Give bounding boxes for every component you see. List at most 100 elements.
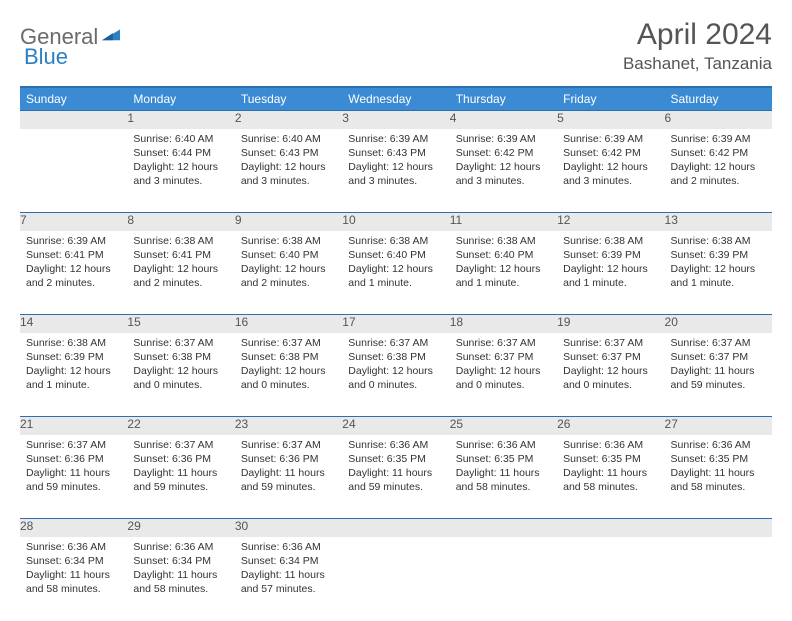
day-details: Sunrise: 6:38 AMSunset: 6:40 PMDaylight:…: [342, 231, 449, 297]
day-data-cell: Sunrise: 6:38 AMSunset: 6:40 PMDaylight:…: [342, 231, 449, 315]
sunset-text: Sunset: 6:34 PM: [26, 554, 121, 568]
daylight-text: Daylight: 12 hours and 3 minutes.: [348, 160, 443, 188]
weekday-header: Monday: [127, 87, 234, 111]
day-data-cell: Sunrise: 6:38 AMSunset: 6:39 PMDaylight:…: [557, 231, 664, 315]
day-number-row: 78910111213: [20, 213, 772, 231]
day-number-cell: 22: [127, 417, 234, 435]
day-details: Sunrise: 6:37 AMSunset: 6:37 PMDaylight:…: [665, 333, 772, 399]
day-details: Sunrise: 6:38 AMSunset: 6:41 PMDaylight:…: [127, 231, 234, 297]
sunset-text: Sunset: 6:36 PM: [26, 452, 121, 466]
day-data-cell: Sunrise: 6:36 AMSunset: 6:35 PMDaylight:…: [450, 435, 557, 519]
day-number-cell: 3: [342, 111, 449, 129]
day-data-cell: Sunrise: 6:38 AMSunset: 6:40 PMDaylight:…: [235, 231, 342, 315]
daylight-text: Daylight: 12 hours and 3 minutes.: [133, 160, 228, 188]
sunset-text: Sunset: 6:39 PM: [563, 248, 658, 262]
sunrise-text: Sunrise: 6:38 AM: [671, 234, 766, 248]
day-details: Sunrise: 6:36 AMSunset: 6:35 PMDaylight:…: [557, 435, 664, 501]
day-data-cell: Sunrise: 6:39 AMSunset: 6:41 PMDaylight:…: [20, 231, 127, 315]
day-number-cell: 20: [665, 315, 772, 333]
sunrise-text: Sunrise: 6:38 AM: [133, 234, 228, 248]
calendar-table: Sunday Monday Tuesday Wednesday Thursday…: [20, 86, 772, 621]
day-data-cell: Sunrise: 6:37 AMSunset: 6:38 PMDaylight:…: [342, 333, 449, 417]
daylight-text: Daylight: 12 hours and 1 minute.: [671, 262, 766, 290]
day-details: Sunrise: 6:36 AMSunset: 6:34 PMDaylight:…: [20, 537, 127, 603]
daylight-text: Daylight: 11 hours and 58 minutes.: [26, 568, 121, 596]
day-number-cell: 6: [665, 111, 772, 129]
daylight-text: Daylight: 11 hours and 59 minutes.: [348, 466, 443, 494]
sunset-text: Sunset: 6:37 PM: [563, 350, 658, 364]
day-number-cell: 15: [127, 315, 234, 333]
sunrise-text: Sunrise: 6:37 AM: [133, 438, 228, 452]
day-data-cell: [450, 537, 557, 621]
sunrise-text: Sunrise: 6:38 AM: [563, 234, 658, 248]
daylight-text: Daylight: 11 hours and 58 minutes.: [456, 466, 551, 494]
day-data-cell: Sunrise: 6:37 AMSunset: 6:38 PMDaylight:…: [127, 333, 234, 417]
day-data-cell: Sunrise: 6:37 AMSunset: 6:36 PMDaylight:…: [235, 435, 342, 519]
daylight-text: Daylight: 11 hours and 59 minutes.: [26, 466, 121, 494]
day-data-row: Sunrise: 6:40 AMSunset: 6:44 PMDaylight:…: [20, 129, 772, 213]
daylight-text: Daylight: 12 hours and 2 minutes.: [26, 262, 121, 290]
sunset-text: Sunset: 6:35 PM: [671, 452, 766, 466]
daylight-text: Daylight: 12 hours and 3 minutes.: [241, 160, 336, 188]
sunset-text: Sunset: 6:37 PM: [671, 350, 766, 364]
sunset-text: Sunset: 6:43 PM: [241, 146, 336, 160]
sunset-text: Sunset: 6:37 PM: [456, 350, 551, 364]
daylight-text: Daylight: 11 hours and 57 minutes.: [241, 568, 336, 596]
day-details: Sunrise: 6:38 AMSunset: 6:39 PMDaylight:…: [557, 231, 664, 297]
day-data-cell: Sunrise: 6:40 AMSunset: 6:44 PMDaylight:…: [127, 129, 234, 213]
sunrise-text: Sunrise: 6:37 AM: [456, 336, 551, 350]
day-details: Sunrise: 6:37 AMSunset: 6:38 PMDaylight:…: [342, 333, 449, 399]
sunset-text: Sunset: 6:42 PM: [671, 146, 766, 160]
daylight-text: Daylight: 11 hours and 58 minutes.: [133, 568, 228, 596]
day-number-cell: 23: [235, 417, 342, 435]
title-block: April 2024 Bashanet, Tanzania: [623, 18, 772, 74]
day-number-cell: 12: [557, 213, 664, 231]
day-details: Sunrise: 6:37 AMSunset: 6:36 PMDaylight:…: [235, 435, 342, 501]
day-data-cell: Sunrise: 6:36 AMSunset: 6:34 PMDaylight:…: [127, 537, 234, 621]
daylight-text: Daylight: 12 hours and 3 minutes.: [456, 160, 551, 188]
day-details: Sunrise: 6:36 AMSunset: 6:35 PMDaylight:…: [665, 435, 772, 501]
day-number-cell: 27: [665, 417, 772, 435]
day-details: Sunrise: 6:40 AMSunset: 6:44 PMDaylight:…: [127, 129, 234, 195]
sunset-text: Sunset: 6:35 PM: [456, 452, 551, 466]
sunrise-text: Sunrise: 6:37 AM: [133, 336, 228, 350]
sunset-text: Sunset: 6:41 PM: [133, 248, 228, 262]
day-details: Sunrise: 6:39 AMSunset: 6:42 PMDaylight:…: [665, 129, 772, 195]
day-data-row: Sunrise: 6:37 AMSunset: 6:36 PMDaylight:…: [20, 435, 772, 519]
month-title: April 2024: [623, 18, 772, 52]
day-details: Sunrise: 6:36 AMSunset: 6:35 PMDaylight:…: [342, 435, 449, 501]
daylight-text: Daylight: 12 hours and 3 minutes.: [563, 160, 658, 188]
weekday-header: Friday: [557, 87, 664, 111]
daylight-text: Daylight: 12 hours and 2 minutes.: [133, 262, 228, 290]
sunrise-text: Sunrise: 6:37 AM: [26, 438, 121, 452]
day-number-cell: [342, 519, 449, 537]
daylight-text: Daylight: 11 hours and 59 minutes.: [671, 364, 766, 392]
daylight-text: Daylight: 12 hours and 1 minute.: [456, 262, 551, 290]
day-number-row: 282930: [20, 519, 772, 537]
day-details: Sunrise: 6:36 AMSunset: 6:35 PMDaylight:…: [450, 435, 557, 501]
day-details: Sunrise: 6:38 AMSunset: 6:39 PMDaylight:…: [665, 231, 772, 297]
day-data-cell: Sunrise: 6:37 AMSunset: 6:36 PMDaylight:…: [127, 435, 234, 519]
day-data-cell: Sunrise: 6:36 AMSunset: 6:35 PMDaylight:…: [557, 435, 664, 519]
day-number-cell: 8: [127, 213, 234, 231]
sunset-text: Sunset: 6:44 PM: [133, 146, 228, 160]
day-number-cell: 14: [20, 315, 127, 333]
day-details: Sunrise: 6:37 AMSunset: 6:37 PMDaylight:…: [557, 333, 664, 399]
weekday-header-row: Sunday Monday Tuesday Wednesday Thursday…: [20, 87, 772, 111]
sunrise-text: Sunrise: 6:37 AM: [563, 336, 658, 350]
day-details: Sunrise: 6:37 AMSunset: 6:36 PMDaylight:…: [20, 435, 127, 501]
day-number-cell: 17: [342, 315, 449, 333]
day-number-cell: 29: [127, 519, 234, 537]
sunrise-text: Sunrise: 6:39 AM: [26, 234, 121, 248]
day-data-row: Sunrise: 6:36 AMSunset: 6:34 PMDaylight:…: [20, 537, 772, 621]
day-details: Sunrise: 6:38 AMSunset: 6:40 PMDaylight:…: [450, 231, 557, 297]
day-data-cell: Sunrise: 6:39 AMSunset: 6:43 PMDaylight:…: [342, 129, 449, 213]
day-number-cell: [665, 519, 772, 537]
day-details: Sunrise: 6:39 AMSunset: 6:43 PMDaylight:…: [342, 129, 449, 195]
daylight-text: Daylight: 12 hours and 0 minutes.: [133, 364, 228, 392]
day-data-cell: Sunrise: 6:38 AMSunset: 6:40 PMDaylight:…: [450, 231, 557, 315]
sunrise-text: Sunrise: 6:36 AM: [241, 540, 336, 554]
weekday-header: Thursday: [450, 87, 557, 111]
daylight-text: Daylight: 12 hours and 0 minutes.: [241, 364, 336, 392]
sunrise-text: Sunrise: 6:37 AM: [671, 336, 766, 350]
